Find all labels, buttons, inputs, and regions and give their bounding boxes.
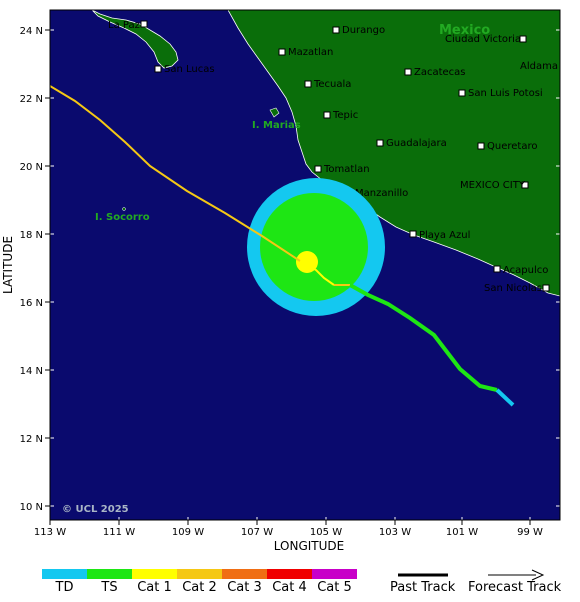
track-segment-cat1: [299, 260, 335, 286]
track-segment-ts: [349, 283, 498, 392]
city-marker: [519, 35, 527, 43]
city-marker: [493, 265, 501, 273]
legend-swatch: [222, 569, 267, 579]
axis-ticks: 113 W 111 W 109 W 107 W 105 W 103 W 101 W 99 W 2…: [20, 26, 560, 538]
legend-past-track-label: Past Track: [390, 580, 456, 595]
city-label: San Luis Potosi: [468, 88, 543, 99]
baja-california: [91, 10, 179, 69]
legend-swatch: [312, 569, 357, 579]
x-tick-label: 99 W: [517, 527, 543, 538]
city-label: Queretaro: [487, 141, 537, 152]
city-label: Durango: [342, 25, 385, 36]
city-marker: [404, 68, 412, 76]
track-segment-ts-past: [50, 85, 301, 262]
city-label: Playa Azul: [419, 230, 470, 241]
country-label: Mexico: [439, 23, 490, 38]
city-label: Acapulco: [503, 265, 548, 276]
legend-swatch: [132, 569, 177, 579]
y-tick-label: 24 N: [20, 26, 43, 37]
city-label: Ciudad Victoria: [445, 34, 521, 45]
city-label: San Lucas: [164, 64, 215, 75]
x-tick-label: 113 W: [34, 527, 66, 538]
city-marker: [409, 230, 417, 238]
x-tick-label: 103 W: [379, 527, 411, 538]
city-label: Manzanillo: [355, 188, 408, 199]
city-marker: [458, 89, 466, 97]
x-tick-label: 109 W: [172, 527, 204, 538]
city-label: Tepic: [332, 110, 358, 121]
city-label: Zacatecas: [414, 67, 466, 78]
x-tick-label: 105 W: [310, 527, 342, 538]
city-label: Tecuala: [313, 79, 351, 90]
legend-swatch: [42, 569, 87, 579]
city-label: Mazatlan: [288, 47, 333, 58]
legend-swatch: [87, 569, 132, 579]
y-tick-label: 14 N: [20, 366, 43, 377]
x-tick-label: 101 W: [446, 527, 478, 538]
city-marker: [278, 48, 286, 56]
y-tick-label: 10 N: [20, 502, 43, 513]
legend-swatch: [267, 569, 312, 579]
city-label: Aldama: [520, 61, 558, 72]
city-label: San Nicolas: [484, 283, 542, 294]
city-marker: [542, 284, 550, 292]
y-tick-label: 16 N: [20, 298, 43, 309]
copyright: © UCL 2025: [62, 504, 129, 515]
city-marker: [332, 26, 340, 34]
city-marker: [323, 111, 331, 119]
y-tick-label: 20 N: [20, 162, 43, 173]
x-tick-label: 111 W: [103, 527, 135, 538]
x-axis-title: LONGITUDE: [274, 539, 344, 553]
city-marker: [154, 65, 162, 73]
city-marker: [314, 165, 322, 173]
city-marker: [304, 80, 312, 88]
legend-category-label: TS: [100, 580, 117, 595]
city-label: La Paz: [108, 20, 140, 31]
city-label: Tomatlan: [323, 164, 370, 175]
city-marker: [477, 142, 485, 150]
city-label: MEXICO CITY: [460, 180, 526, 191]
track-segment-td: [495, 388, 515, 407]
plot-frame: [49, 9, 561, 521]
legend-category-label: Cat 3: [227, 580, 262, 595]
city-marker: [521, 181, 529, 189]
legend-category-label: Cat 5: [317, 580, 352, 595]
legend-forecast-track-arrow: [531, 569, 545, 581]
island-label-socorro: I. Socorro: [95, 212, 150, 223]
x-tick-label: 107 W: [241, 527, 273, 538]
isla-socorro: [122, 207, 126, 211]
city-label: Guadalajara: [386, 138, 447, 149]
y-tick-label: 18 N: [20, 230, 43, 241]
islas-marias: [269, 107, 280, 118]
ts-wind-radius: [260, 193, 368, 301]
legend-forecast-track-label: Forecast Track: [468, 580, 562, 595]
island-label-marias: I. Marias: [252, 120, 301, 131]
legend-category-label: Cat 2: [182, 580, 217, 595]
y-tick-label: 12 N: [20, 434, 43, 445]
y-tick-label: 22 N: [20, 94, 43, 105]
legend-category-label: Cat 4: [272, 580, 307, 595]
legend-swatch: [177, 569, 222, 579]
city-marker: [140, 20, 148, 28]
legend-category-label: Cat 1: [137, 580, 172, 595]
city-marker: [376, 139, 384, 147]
y-axis-title: LATITUDE: [1, 236, 15, 294]
legend-category-label: TD: [55, 580, 74, 595]
storm-track: [50, 85, 515, 407]
city-markers: La Paz San Lucas Durango Mazatlan Tecuala Tep…: [108, 20, 558, 294]
legend: TD TS Cat 1 Cat 2 Cat 3 Cat 4 Cat 5: [42, 569, 357, 595]
